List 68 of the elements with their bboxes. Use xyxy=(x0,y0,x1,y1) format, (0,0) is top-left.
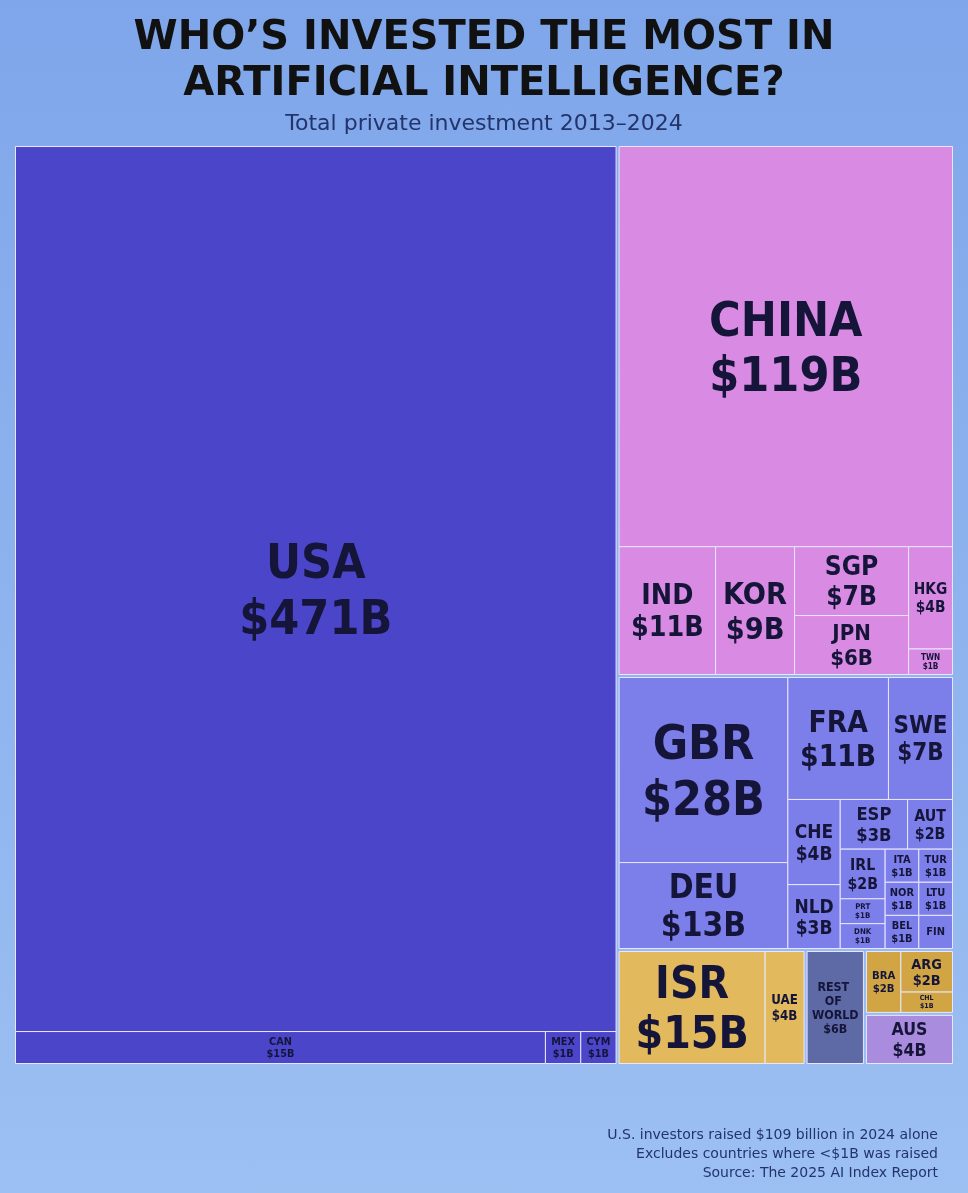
data-label: $7B xyxy=(826,581,877,612)
category-label: FIN xyxy=(926,925,945,939)
category-label: ISR xyxy=(655,956,730,1008)
data-label: $2B xyxy=(912,972,941,989)
data-label: $28B xyxy=(641,769,765,826)
data-label: $3B xyxy=(795,916,833,939)
category-label: JPN xyxy=(830,619,871,645)
category-label: CYM xyxy=(586,1034,611,1048)
text: WHO’S INVESTED THE MOST IN ARTIFICIAL INTELLIGENCE? xyxy=(132,12,836,104)
category-label: SWE xyxy=(893,710,948,739)
data-label: $1B xyxy=(922,661,939,672)
category-label: MEX xyxy=(551,1034,576,1048)
data-label: $1B xyxy=(925,865,947,879)
category-label: DEU xyxy=(668,866,739,906)
category-label: ARG xyxy=(911,955,943,972)
data-label: $9B xyxy=(725,610,785,646)
category-label: CAN xyxy=(269,1034,292,1048)
category-label: HKG xyxy=(913,580,948,599)
category-label: FRA xyxy=(808,703,869,739)
category-label: USA xyxy=(265,533,367,590)
category-label: TUR xyxy=(924,852,948,866)
data-label: $1B xyxy=(552,1047,574,1061)
category-label: BRA xyxy=(871,968,896,982)
category-label: REST OF WORLD xyxy=(811,978,859,1023)
data-label: $15B xyxy=(635,1007,749,1059)
category-label: SGP xyxy=(824,551,879,582)
data-label: $119B xyxy=(709,346,863,403)
data-label: $4B xyxy=(795,841,833,864)
data-label: $1B xyxy=(891,898,913,912)
category-label: LTU xyxy=(926,886,946,900)
category-label: IRL xyxy=(850,855,876,875)
data-label: $4B xyxy=(771,1007,798,1023)
category-label: NOR xyxy=(889,886,915,900)
data-label: $15B xyxy=(266,1047,295,1061)
data-label: $2B xyxy=(914,823,946,843)
data-label: $1B xyxy=(587,1047,609,1061)
category-label: ESP xyxy=(856,803,892,825)
data-label: $7B xyxy=(897,738,944,767)
data-label: $471B xyxy=(239,588,393,645)
category-label: BEL xyxy=(891,919,913,933)
category-label: CHINA xyxy=(709,291,864,348)
category-label: TWN xyxy=(920,652,941,663)
category-label: GBR xyxy=(652,714,755,771)
data-label: $13B xyxy=(660,905,747,945)
category-label: IND xyxy=(641,577,694,611)
category-label: CHE xyxy=(794,820,834,843)
data-label: $6B xyxy=(830,645,873,671)
data-label: $11B xyxy=(800,738,877,774)
data-label: $4B xyxy=(915,597,946,616)
source-note: Source: The 2025 AI Index Report xyxy=(701,1162,938,1182)
category-label: UAE xyxy=(771,992,798,1008)
data-label: $11B xyxy=(630,610,704,644)
category-label: AUS xyxy=(891,1019,928,1040)
data-label: $1B xyxy=(891,865,913,879)
category-label: KOR xyxy=(723,575,788,611)
data-label: $6B xyxy=(823,1021,848,1037)
data-label: $1B xyxy=(925,898,947,912)
category-label: ITA xyxy=(893,852,911,866)
data-label: $1B xyxy=(891,931,913,945)
text: Total private investment 2013–2024 xyxy=(284,110,684,135)
data-label: $3B xyxy=(856,824,892,846)
text: U.S. investors raised $109 billion in 2024 alone xyxy=(606,1125,938,1144)
category-label: AUT xyxy=(914,805,947,825)
text: Excludes countries where <$1B was raised xyxy=(635,1143,938,1163)
data-label: $2B xyxy=(847,873,878,893)
data-label: $4B xyxy=(892,1039,927,1060)
category-label: NLD xyxy=(794,894,834,917)
data-label: $2B xyxy=(872,981,895,995)
